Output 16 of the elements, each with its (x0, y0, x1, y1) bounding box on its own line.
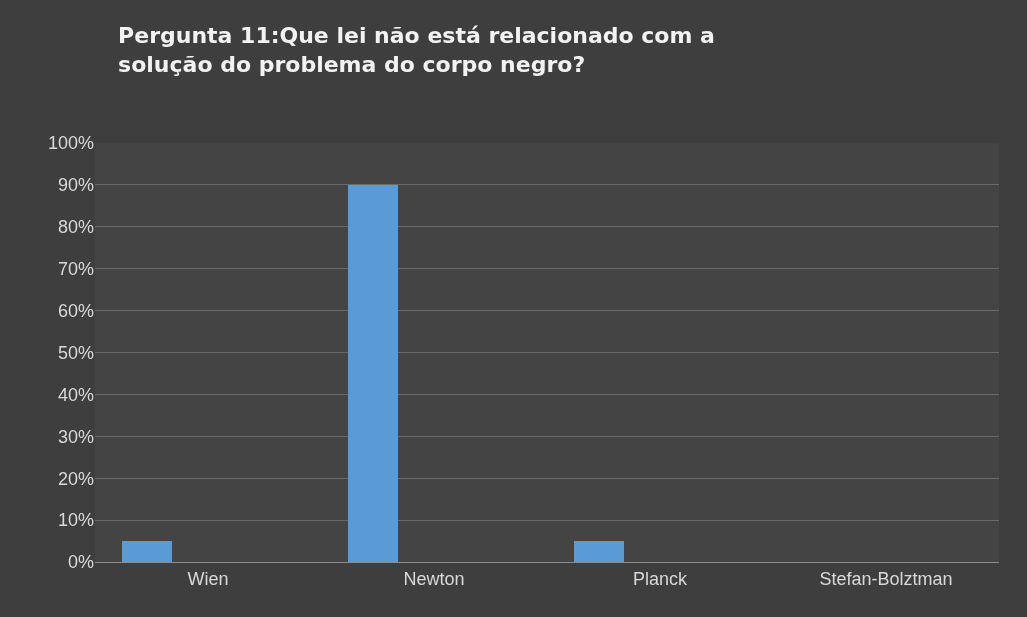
y-tick-label: 90% (57, 175, 94, 196)
y-tick-label: 60% (57, 300, 94, 321)
x-tick-label: Planck (632, 568, 689, 589)
y-tick-label: 20% (57, 468, 94, 489)
chart-title: Pergunta 11:Que lei não está relacionado com a solução do problema do corpo negro? (118, 23, 715, 77)
x-tick-label: Newton (403, 568, 465, 589)
y-tick-label: 40% (57, 384, 94, 405)
y-tick-label: 10% (57, 510, 94, 531)
y-tick-label: 70% (57, 259, 94, 279)
y-tick-label: 50% (57, 342, 94, 363)
y-tick-label: 80% (57, 217, 94, 238)
y-tick-label: 0% (67, 552, 94, 573)
x-tick-label: Stefan-Bolztman (819, 568, 953, 589)
y-tick-label: 30% (57, 426, 94, 447)
y-tick-label: 100% (47, 133, 94, 154)
x-tick-label: Wien (187, 568, 229, 589)
